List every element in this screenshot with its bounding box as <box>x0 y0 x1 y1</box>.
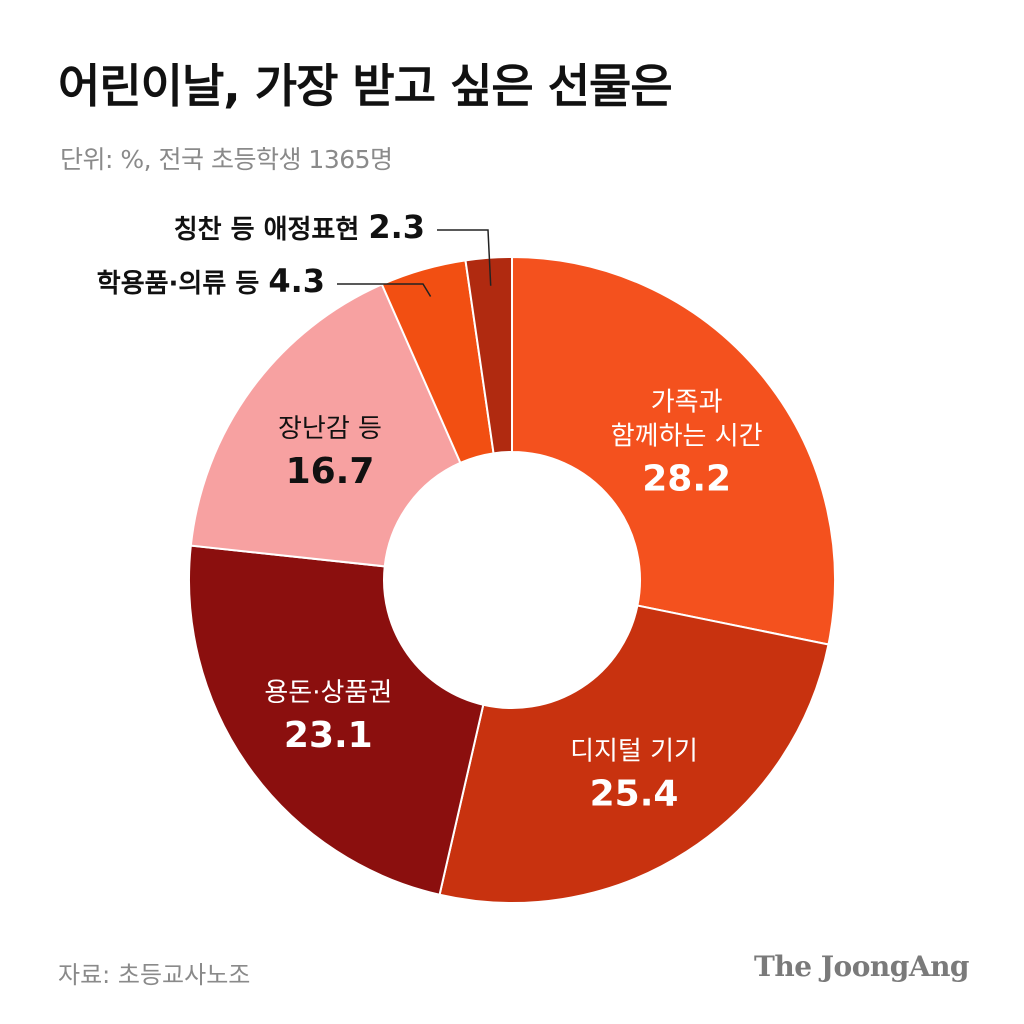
slice-label: 가족과 <box>651 387 723 417</box>
slice-value: 23.1 <box>284 715 373 756</box>
slice-value: 16.7 <box>286 451 375 492</box>
slice-label: 용돈·상품권 <box>264 678 392 708</box>
chart-title: 어린이날, 가장 받고 싶은 선물은 <box>58 59 673 113</box>
slice-label: 장난감 등 <box>278 414 382 444</box>
slice-2 <box>438 604 830 904</box>
leader-line <box>437 229 492 286</box>
slice-label: 디지털 기기 <box>570 737 698 767</box>
source-note: 자료: 초등교사노조 <box>58 961 251 989</box>
slice-label: 학용품·의류 등 4.3 <box>97 262 325 300</box>
slice-1 <box>511 255 836 646</box>
slice-6 <box>464 255 513 455</box>
slice-value: 28.2 <box>642 458 731 499</box>
leader-line <box>337 283 432 297</box>
slice-3 <box>188 544 485 896</box>
slice-4 <box>189 283 462 568</box>
slice-label: 함께하는 시간 <box>611 421 763 451</box>
chart-subtitle: 단위: %, 전국 초등학생 1365명 <box>60 145 393 174</box>
slice-label: 칭찬 등 애정표현 2.3 <box>174 208 425 246</box>
brand-logo: The JoongAng <box>754 950 969 983</box>
slice-value: 25.4 <box>590 774 679 815</box>
